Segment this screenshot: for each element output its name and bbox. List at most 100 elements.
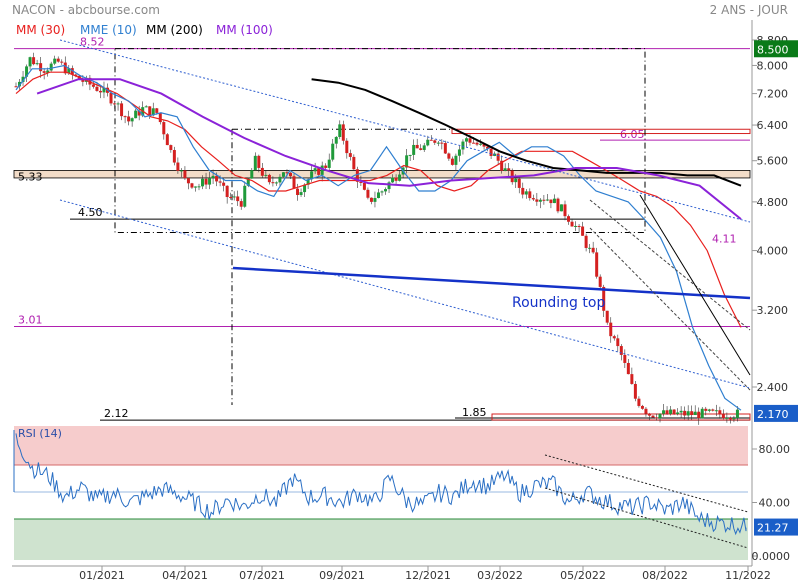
candle-body (60, 61, 64, 63)
candle-body (700, 408, 704, 419)
candle-body (549, 199, 553, 204)
candle-body (179, 170, 183, 172)
candle-body (472, 142, 475, 144)
candle-body (626, 362, 630, 375)
price-tag-last (754, 404, 798, 422)
moving-averages (15, 64, 742, 411)
candle-body (120, 103, 124, 117)
legend-ma200: MM (200) (146, 23, 203, 37)
candle-body (260, 167, 264, 176)
candle-body (35, 63, 39, 65)
candle-body (538, 199, 542, 202)
resistance-box (451, 128, 751, 135)
candle-body (176, 162, 180, 171)
candle-body (14, 86, 18, 88)
candle-body (662, 410, 666, 414)
candle-body (331, 143, 335, 160)
candle-body (450, 158, 454, 165)
candle-body (278, 176, 282, 183)
candle-body (190, 183, 194, 188)
candle-body (338, 124, 342, 137)
candle-body (669, 409, 673, 414)
candle-body (426, 139, 430, 146)
date-tick-label: 07/2021 (239, 569, 285, 580)
candle-body (588, 247, 592, 249)
candle-body (528, 191, 532, 199)
candle-body (116, 103, 120, 105)
rsi-tag-last-label: 21.27 (757, 522, 789, 535)
candle-body (113, 103, 117, 105)
candle-body (464, 138, 468, 142)
candle-body (42, 71, 46, 73)
candle-body (201, 178, 205, 187)
candle-body (707, 409, 711, 411)
candle-body (355, 169, 359, 182)
candle-body (693, 411, 697, 416)
candle-body (267, 174, 271, 183)
candle-body (384, 189, 388, 192)
level-5-33-label: 5.33 (18, 170, 43, 183)
rsi-title: RSI (14) (18, 427, 62, 440)
date-tick-label: 09/2021 (319, 569, 365, 580)
candle-body (647, 413, 651, 416)
candle-body (690, 411, 694, 416)
date-tick-label: 01/2021 (79, 569, 125, 580)
candle-body (243, 185, 247, 207)
candle-body (552, 198, 556, 204)
date-tick-label: 05/2022 (560, 569, 606, 580)
price-tick-label: 8.000 (757, 59, 789, 72)
trend-lines (59, 39, 751, 391)
candle-body (352, 156, 356, 170)
candle-body (271, 182, 275, 184)
ma-line-mme-10- (15, 64, 742, 411)
candle-body (644, 408, 648, 414)
candle-body (704, 408, 708, 411)
candle-body (123, 116, 127, 118)
candle-body (535, 199, 539, 202)
candle-body (102, 87, 106, 93)
candle-body (686, 411, 690, 416)
candle-body (81, 79, 85, 82)
ma-line-mm-100- (36, 78, 742, 220)
downtrend-dashed-1 (589, 199, 751, 331)
candle-body (496, 153, 500, 161)
candle-body (348, 153, 352, 157)
candle-body (317, 168, 321, 175)
ma-line-mm-200- (311, 78, 742, 187)
candle-body (531, 198, 535, 200)
candle-body (637, 398, 641, 406)
candle-body (303, 184, 307, 193)
rsi-tick-label: 80.00 (759, 443, 791, 456)
candle-body (88, 77, 92, 85)
channel-bottom-line (59, 199, 751, 389)
candle-body (391, 177, 395, 183)
candle-body (109, 92, 113, 104)
candle-body (334, 136, 338, 144)
candle-body (440, 142, 444, 144)
candle-body (479, 143, 483, 145)
candle-body (514, 178, 518, 183)
candle-body (236, 196, 240, 202)
candle-body (433, 140, 437, 143)
candle-body (137, 110, 141, 116)
rsi-overbought-zone (14, 426, 748, 465)
price-tick-label: 3.200 (757, 304, 789, 317)
candle-body (658, 413, 662, 419)
candle-body (215, 175, 219, 182)
candle-body (725, 417, 729, 419)
price-tick-label: 4.000 (757, 245, 789, 258)
candle-body (679, 410, 683, 413)
candle-body (95, 86, 99, 91)
candle-body (320, 165, 324, 175)
rsi-channel-top (544, 454, 749, 513)
axes-ticks: 8.8008.0007.2006.4005.6004.8004.0003.200… (79, 34, 798, 582)
candle-body (612, 336, 616, 339)
candle-body (296, 188, 300, 195)
candle-body (672, 409, 676, 415)
candle-body (581, 226, 585, 236)
candle-body (222, 182, 226, 186)
ma-line-mm-30- (15, 71, 742, 328)
candle-body (67, 68, 71, 74)
candle-body (721, 414, 725, 419)
date-tick-label: 08/2022 (642, 569, 688, 580)
